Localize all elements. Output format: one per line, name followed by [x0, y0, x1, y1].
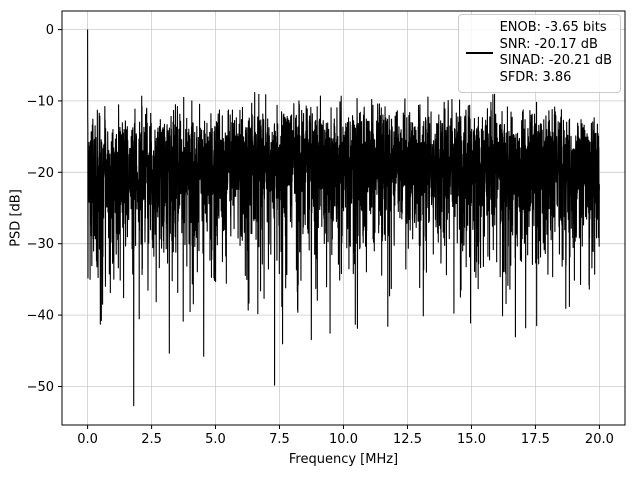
x-tick-label: 0.0 — [77, 432, 98, 447]
y-tick-label: −30 — [27, 237, 54, 252]
psd-line — [87, 29, 600, 407]
legend-sfdr: SFDR: 3.86 — [499, 69, 572, 85]
y-tick-label: −40 — [27, 309, 54, 324]
x-tick-label: 20.0 — [585, 432, 614, 447]
x-tick-label: 15.0 — [457, 432, 486, 447]
x-tick-label: 17.5 — [521, 432, 550, 447]
y-tick-label: −50 — [27, 380, 54, 395]
x-tick-label: 12.5 — [393, 432, 422, 447]
x-tick-label: 5.0 — [205, 432, 226, 447]
y-axis-label: PSD [dB] — [8, 189, 24, 247]
legend: ENOB: -3.65 bits SNR: -20.17 dB SINAD: -… — [457, 14, 621, 93]
legend-enob: ENOB: -3.65 bits — [499, 20, 607, 35]
legend-labels: ENOB: -3.65 bits SNR: -20.17 dB SINAD: -… — [500, 20, 612, 87]
x-tick-label: 2.5 — [141, 432, 162, 447]
y-tick-label: 0 — [46, 23, 54, 38]
y-tick-label: −10 — [27, 94, 54, 109]
x-tick-label: 10.0 — [329, 432, 358, 447]
legend-line-sample — [465, 52, 493, 55]
legend-snr: SNR: -20.17 dB — [499, 36, 598, 52]
legend-sinad: SINAD: -20.21 dB — [499, 53, 612, 69]
x-axis-label: Frequency [MHz] — [288, 452, 399, 467]
x-tick-label: 7.5 — [269, 432, 290, 447]
y-tick-label: −20 — [27, 166, 54, 181]
